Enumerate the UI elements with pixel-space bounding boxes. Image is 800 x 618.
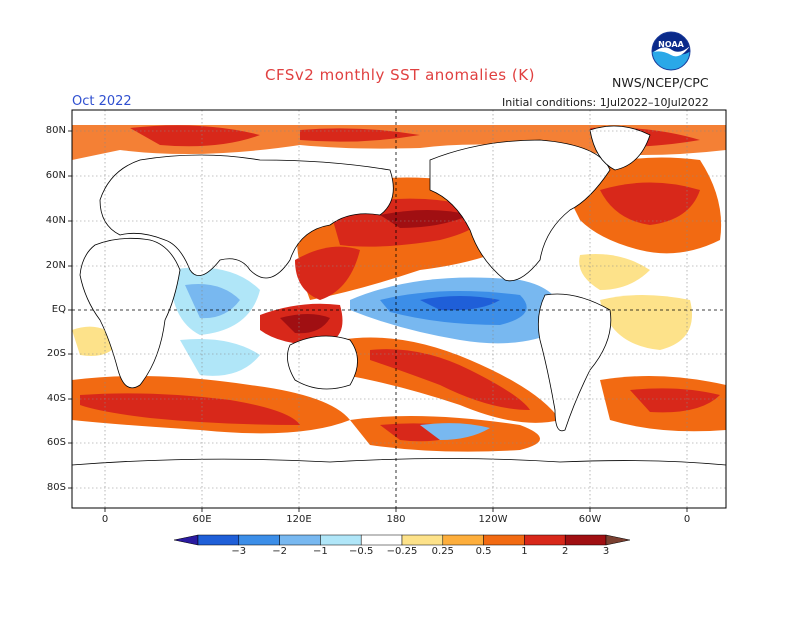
- axis-ticks: [68, 130, 688, 512]
- lat-label-40n: 40N: [45, 215, 66, 226]
- colorbar-tick-label: 1: [521, 546, 528, 557]
- lat-label-20s: 20S: [46, 348, 66, 359]
- colorbar-arrow-high: [605, 534, 631, 546]
- colorbar-arrow-low: [173, 534, 199, 546]
- colorbar-swatch: [360, 534, 403, 546]
- lon-label-60w: 60W: [578, 514, 602, 525]
- colorbar-tick-label: −3: [231, 546, 247, 557]
- lat-label-eq: EQ: [51, 304, 66, 315]
- colorbar-tick-label: 2: [562, 546, 569, 557]
- map-title: CFSv2 monthly SST anomalies (K): [265, 66, 535, 84]
- colorbar-swatch: [483, 534, 525, 546]
- colorbar-swatch: [279, 534, 321, 546]
- lon-label-120e: 120E: [286, 514, 312, 525]
- lon-label-180: 180: [386, 514, 406, 525]
- agency-label: NWS/NCEP/CPC: [612, 75, 709, 90]
- lon-label-0: 0: [101, 514, 109, 525]
- lon-label-120w: 120W: [478, 514, 508, 525]
- colorbar: [173, 534, 631, 546]
- forecast-month: Oct 2022: [72, 94, 132, 109]
- lat-label-60n: 60N: [45, 170, 66, 181]
- initial-conditions: Initial conditions: 1Jul2022–10Jul2022: [502, 96, 709, 109]
- colorbar-tick-label: 0.5: [475, 546, 492, 557]
- lat-label-60s: 60S: [46, 437, 66, 448]
- colorbar-swatch: [524, 534, 566, 546]
- colorbar-tick-label: −1: [313, 546, 328, 557]
- colorbar-tick-label: −0.5: [349, 546, 374, 557]
- colorbar-swatch: [197, 534, 240, 546]
- logo-text: NOAA: [658, 40, 684, 49]
- lat-label-80n: 80N: [45, 125, 66, 136]
- lon-label-0-east: 0: [683, 514, 691, 525]
- colorbar-swatch: [401, 534, 444, 546]
- continents: [72, 125, 726, 508]
- colorbar-tick-label: −2: [272, 546, 287, 557]
- lat-label-40s: 40S: [46, 393, 66, 404]
- lon-label-60e: 60E: [192, 514, 212, 525]
- colorbar-swatch: [238, 534, 280, 546]
- colorbar-swatch: [442, 534, 484, 546]
- graticule: [72, 110, 726, 508]
- lat-label-20n: 20N: [45, 260, 66, 271]
- colorbar-swatch: [320, 534, 362, 546]
- lat-label-80s: 80S: [46, 482, 66, 493]
- colorbar-tick-label: 3: [602, 546, 610, 557]
- colorbar-swatch: [564, 534, 607, 546]
- colorbar-tick-label: 0.25: [431, 546, 454, 557]
- colorbar-tick-label: −0.25: [386, 546, 418, 557]
- map-frame: [71, 109, 727, 509]
- reference-lines: [72, 110, 726, 508]
- noaa-logo: NOAA: [651, 31, 691, 71]
